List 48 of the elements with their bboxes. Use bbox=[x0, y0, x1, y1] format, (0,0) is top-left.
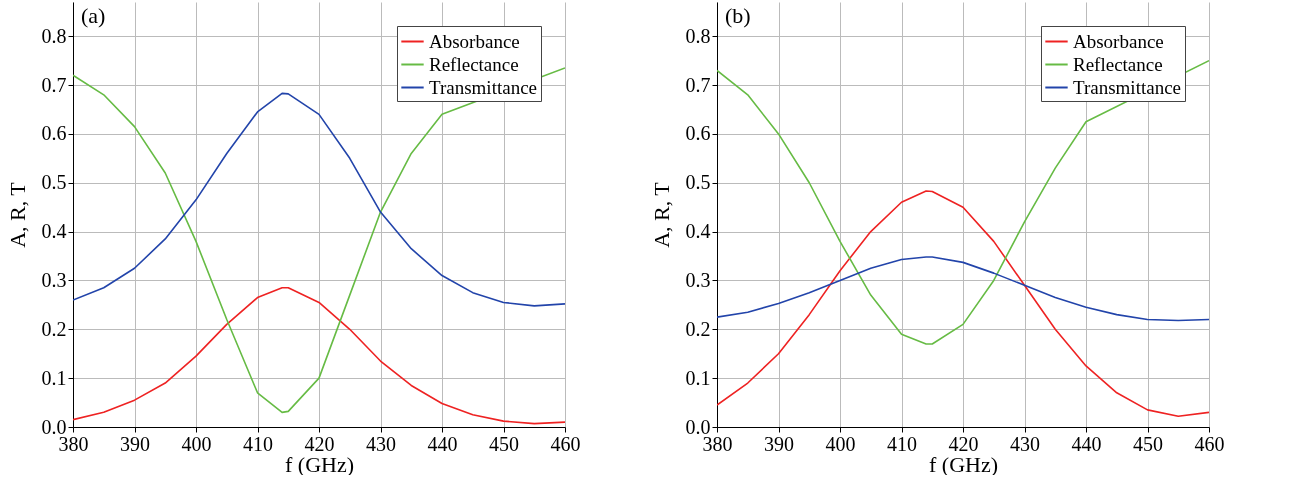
legend-label: Absorbance bbox=[1073, 30, 1164, 52]
x-tick-label: 390 bbox=[120, 432, 150, 455]
legend-label: Transmittance bbox=[1073, 76, 1182, 98]
x-tick-label: 460 bbox=[1194, 432, 1225, 455]
x-tick-label: 420 bbox=[948, 432, 979, 455]
x-tick-label: 410 bbox=[887, 432, 917, 455]
y-axis-title: A, R, T bbox=[4, 181, 30, 248]
x-tick-label: 420 bbox=[304, 432, 335, 455]
y-tick-label: 0.5 bbox=[41, 171, 67, 194]
legend-label: Absorbance bbox=[429, 30, 520, 52]
x-tick-label: 430 bbox=[366, 432, 396, 455]
y-tick-label: 0.5 bbox=[685, 171, 711, 194]
x-tick-label: 440 bbox=[1071, 432, 1102, 455]
x-tick-label: 400 bbox=[825, 432, 856, 455]
y-tick-label: 0.8 bbox=[41, 24, 67, 47]
y-tick-label: 0.1 bbox=[685, 366, 711, 389]
y-tick-label: 0.4 bbox=[685, 220, 711, 243]
y-tick-label: 0.6 bbox=[685, 122, 711, 145]
line-series bbox=[717, 190, 1209, 418]
y-tick-label: 0.8 bbox=[685, 24, 711, 47]
x-tick-label: 430 bbox=[1010, 432, 1040, 455]
line-series bbox=[717, 59, 1209, 345]
y-axis-title: A, R, T bbox=[648, 181, 674, 248]
x-tick-label: 450 bbox=[1133, 432, 1163, 455]
x-tick-label: 440 bbox=[427, 432, 458, 455]
x-tick-label: 460 bbox=[550, 432, 581, 455]
y-tick-label: 0.4 bbox=[41, 220, 67, 243]
y-tick-label: 0.6 bbox=[41, 122, 67, 145]
annotation: (b) bbox=[725, 3, 751, 28]
x-tick-label: 390 bbox=[764, 432, 794, 455]
y-tick-label: 0.2 bbox=[41, 317, 67, 340]
y-tick-label: 0.3 bbox=[685, 268, 711, 291]
legend-label: Reflectance bbox=[1073, 53, 1163, 75]
line-series bbox=[73, 92, 565, 307]
line-series bbox=[717, 256, 1209, 322]
y-tick-label: 0.3 bbox=[41, 268, 67, 291]
x-tick-label: 450 bbox=[489, 432, 519, 455]
x-tick-label: 400 bbox=[181, 432, 212, 455]
x-tick-label: 410 bbox=[243, 432, 273, 455]
y-tick-label: 0.1 bbox=[41, 366, 67, 389]
annotation: (a) bbox=[81, 3, 106, 28]
y-tick-label: 0.2 bbox=[685, 317, 711, 340]
y-tick-label: 0.7 bbox=[685, 73, 711, 96]
y-tick-label: 0.0 bbox=[41, 415, 67, 438]
y-tick-label: 0.0 bbox=[685, 415, 711, 438]
legend-label: Reflectance bbox=[429, 53, 519, 75]
y-tick-label: 0.7 bbox=[41, 73, 67, 96]
legend-label: Transmittance bbox=[429, 76, 538, 98]
